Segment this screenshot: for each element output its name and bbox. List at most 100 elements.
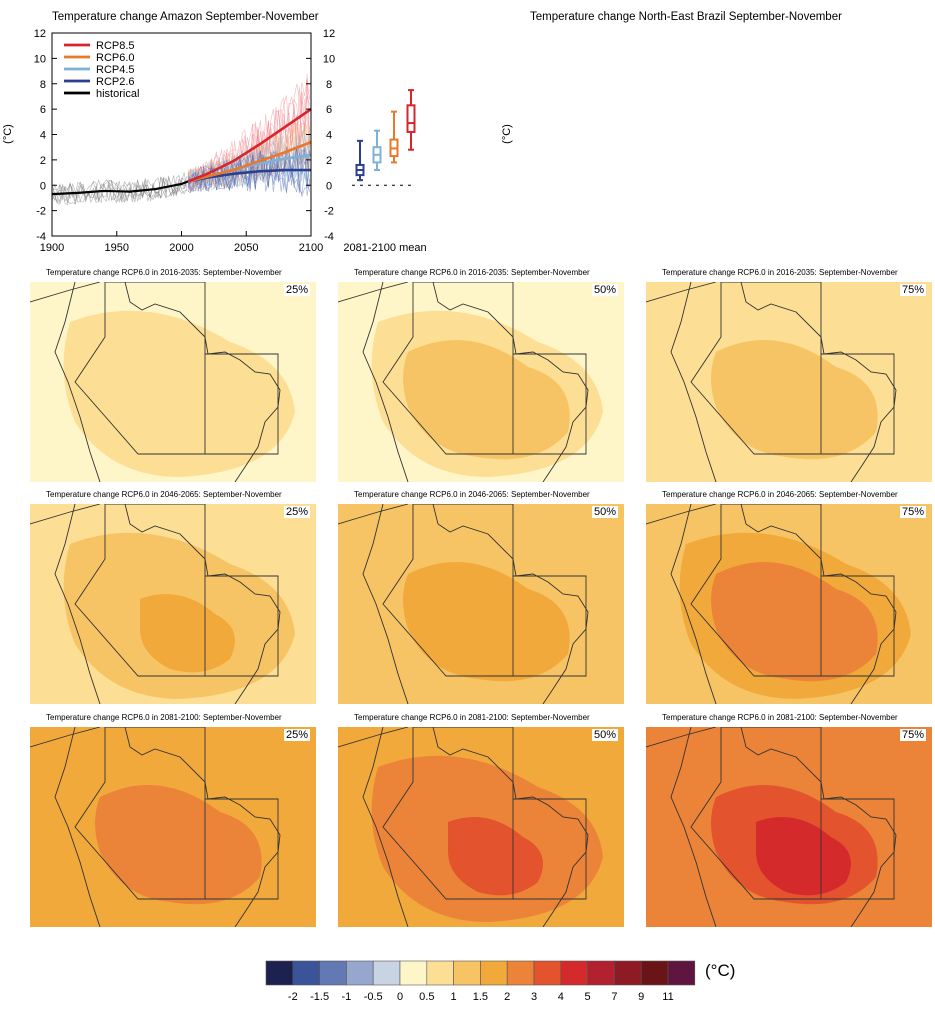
coastline: [338, 727, 589, 927]
ytick-label-left: 2: [40, 155, 46, 167]
map-region-hot: [756, 817, 851, 896]
map-title: Temperature change RCP6.0 in 2081-2100: …: [46, 713, 282, 722]
box-iqr-RCP8.5: [406, 104, 416, 133]
ytick-label-right: 2: [326, 155, 332, 167]
xtick-label: 2050: [234, 242, 258, 254]
colorbar-swatch: [480, 960, 508, 986]
amazon-region-outline: [690, 727, 822, 900]
ts1-chart: -4 -4 -2 -2 0 0 2 2 4 4 6 6 8 8 10 10 12 12 1900 1950 2000 20…: [34, 28, 427, 254]
ytick-label-right: 4: [326, 130, 332, 142]
member-line-historical: [51, 176, 187, 203]
ytick-label-right: -4: [324, 231, 334, 243]
map-region-hot: [140, 594, 235, 673]
colorbar-swatch: [667, 960, 696, 986]
percentile-label: 50%: [592, 506, 619, 518]
colorbar-swatch: [319, 960, 347, 986]
colorbar-label: 0.5: [419, 991, 434, 1003]
map-region-inner: [403, 340, 570, 460]
amazon-region-outline: [382, 727, 514, 900]
colorbar-swatch: [587, 960, 615, 986]
northeast-brazil-box: [513, 798, 587, 900]
ts1-title: Temperature change Amazon September-Nove…: [52, 11, 319, 23]
ytick-label-left: 0: [40, 180, 46, 192]
ts2-title: Temperature change North-East Brazil Sep…: [530, 11, 842, 23]
ytick-label-right: 10: [323, 53, 335, 65]
xtick-label: 1900: [40, 242, 64, 254]
ytick-label-left: -4: [36, 231, 46, 243]
map-title: Temperature change RCP6.0 in 2016-2035: …: [662, 268, 898, 277]
colorbar-label: -1: [342, 991, 352, 1003]
coastline: [30, 504, 281, 704]
member-line-historical: [51, 172, 187, 203]
amazon-region-outline: [74, 504, 206, 677]
ts2-chart: -4-4-2-200224466881010121219001950200020…: [500, 0, 935, 262]
mean-line-RCP6.0: [187, 140, 312, 183]
map-title: Temperature change RCP6.0 in 2016-2035: …: [46, 268, 282, 277]
map-title: Temperature change RCP6.0 in 2081-2100: …: [662, 713, 898, 722]
map-title: Temperature change RCP6.0 in 2046-2065: …: [354, 490, 590, 499]
map-panel: [338, 282, 624, 482]
northeast-brazil-box: [205, 575, 279, 677]
coastline: [30, 727, 281, 927]
map-region-hot: [448, 594, 543, 673]
map-region-hot: [448, 817, 543, 896]
ytick-label-right: 8: [326, 79, 332, 91]
colorbar-label: 4: [558, 991, 564, 1003]
colorbar-swatch: [506, 960, 535, 986]
coastline: [646, 727, 897, 927]
map-panel: [646, 504, 932, 704]
ytick-label-left: 10: [34, 53, 46, 65]
map-region-hot: [140, 817, 235, 896]
colorbar-swatch: [453, 960, 481, 986]
colorbar-swatch: [640, 960, 669, 986]
colorbar-label: -2: [288, 991, 298, 1003]
amazon-region-outline: [382, 282, 514, 455]
legend-label-RCP8.5: RCP8.5: [96, 40, 135, 52]
colorbar-unit: (°C): [705, 961, 736, 980]
member-line-RCP2.6: [187, 144, 310, 192]
map-region-inner: [711, 340, 878, 460]
map-panel: [30, 727, 316, 927]
ytick-label-right: -2: [324, 206, 334, 218]
legend-label-RCP6.0: RCP6.0: [96, 52, 135, 64]
amazon-region-outline: [382, 504, 514, 677]
colorbar-label: 0: [397, 991, 403, 1003]
percentile-label: 75%: [900, 506, 927, 518]
colorbar-label: 7: [611, 991, 617, 1003]
colorbar-swatch: [560, 960, 588, 986]
amazon-region-outline: [74, 727, 206, 900]
ytick-label-left: 6: [40, 104, 46, 116]
northeast-brazil-box: [513, 575, 587, 677]
colorbar: -2 -1.5 -1 -0.5 0 0.5 1 1.5 2 3 4 5 7 9 11: [265, 960, 696, 1003]
mean-line-historical: [51, 180, 189, 196]
ytick-label-right: 0: [326, 180, 332, 192]
member-line-RCP2.6: [187, 148, 310, 194]
map-title: Temperature change RCP6.0 in 2016-2035: …: [354, 268, 590, 277]
ytick-label-left: -2: [36, 206, 46, 218]
ytick-label-left: 8: [40, 79, 46, 91]
ytick-label-left: 4: [40, 130, 46, 142]
ytick-label-right: 12: [323, 28, 335, 40]
coastline: [338, 282, 589, 482]
percentile-label: 50%: [592, 284, 619, 296]
colorbar-swatch: [346, 960, 374, 986]
map-panel: [646, 282, 932, 482]
legend-label-RCP2.6: RCP2.6: [96, 76, 135, 88]
ytick-label-left: 12: [34, 28, 46, 40]
mean-line-RCP8.5: [187, 108, 312, 183]
northeast-brazil-box: [821, 353, 895, 455]
map-panel: [338, 727, 624, 927]
coastline: [338, 504, 589, 704]
colorbar-swatch: [399, 960, 428, 986]
amazon-region-outline: [74, 282, 206, 455]
map-panel: [646, 727, 932, 927]
map-title: Temperature change RCP6.0 in 2081-2100: …: [354, 713, 590, 722]
percentile-label: 25%: [284, 506, 311, 518]
map-region-inner: [95, 340, 262, 460]
amazon-region-outline: [690, 282, 822, 455]
colorbar-swatch: [614, 960, 642, 986]
xtick-label: 2000: [169, 242, 193, 254]
amazon-region-outline: [690, 504, 822, 677]
map-panel: [338, 504, 624, 704]
legend-label-RCP4.5: RCP4.5: [96, 64, 135, 76]
